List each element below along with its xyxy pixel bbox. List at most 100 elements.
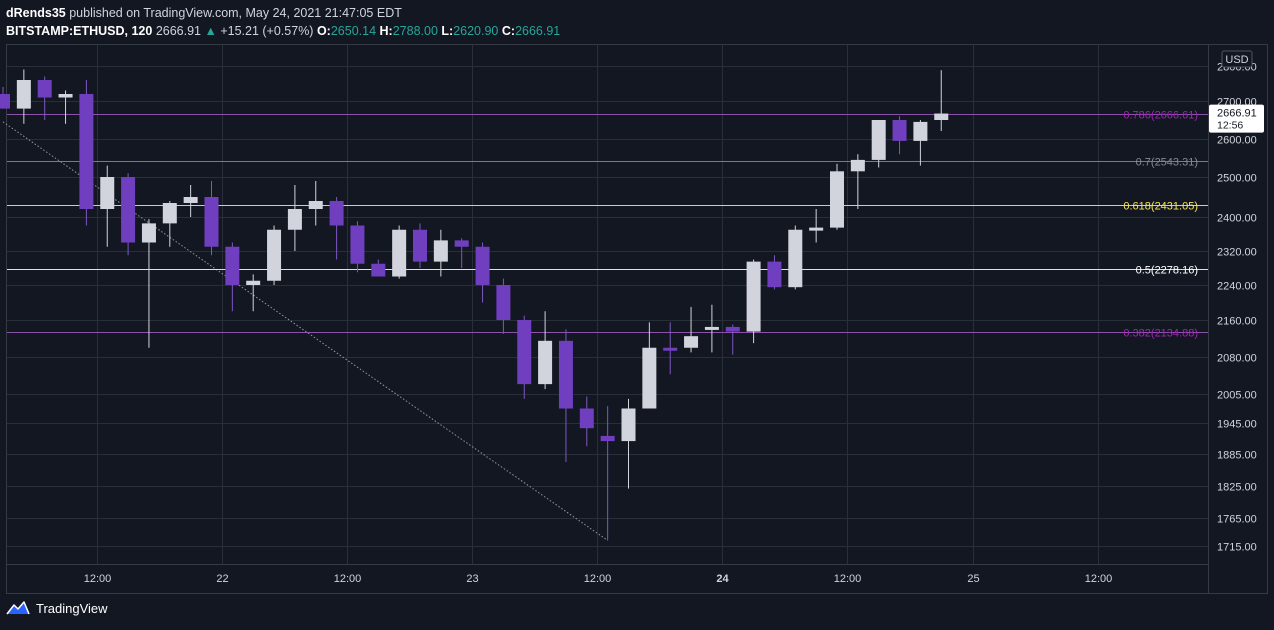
fib-label-0.7: 0.7(2543.31) xyxy=(1136,157,1198,169)
candle xyxy=(621,398,636,489)
low-value: 2620.90 xyxy=(453,24,499,38)
x-tick-label: 23 xyxy=(466,573,478,585)
candle-body xyxy=(621,408,636,442)
candle-body xyxy=(100,177,115,209)
price-axis[interactable]: 2800.002700.002600.002500.002400.002320.… xyxy=(1217,62,1257,554)
candle xyxy=(308,181,323,226)
candle-body xyxy=(350,225,365,264)
author-name[interactable]: dRends35 xyxy=(6,6,66,20)
candle xyxy=(579,396,594,447)
candle-body xyxy=(58,94,73,98)
candle-body xyxy=(267,229,282,281)
currency-badge[interactable]: USD xyxy=(1221,50,1253,68)
candle-body xyxy=(79,94,94,209)
chart-header: dRends35 published on TradingView.com, M… xyxy=(6,4,560,40)
x-tick-label: 12:00 xyxy=(834,573,862,585)
x-tick-label: 22 xyxy=(216,573,228,585)
fib-label-0.618: 0.618(2431.05) xyxy=(1123,201,1198,213)
fib-label-0.786: 0.786(2666.61) xyxy=(1123,110,1198,122)
trendline-layer xyxy=(2,121,608,541)
tradingview-logo-icon[interactable] xyxy=(6,600,30,616)
candles[interactable] xyxy=(0,69,949,541)
high-value: 2788.00 xyxy=(392,24,438,38)
candle-body xyxy=(183,197,198,203)
candle xyxy=(746,259,761,344)
close-value: 2666.91 xyxy=(515,24,561,38)
x-tick-label: 25 xyxy=(967,573,979,585)
candle xyxy=(162,201,177,247)
candle xyxy=(538,311,553,390)
y-tick-label: 1825.00 xyxy=(1217,482,1257,494)
candle xyxy=(350,221,365,273)
open-value: 2650.14 xyxy=(330,24,377,38)
y-tick-label: 1945.00 xyxy=(1217,419,1257,431)
candle xyxy=(663,322,678,375)
candlestick-chart[interactable]: 2800.002700.002600.002500.002400.002320.… xyxy=(0,0,1274,596)
tradingview-brand[interactable]: TradingView xyxy=(36,600,108,616)
candle-body xyxy=(579,408,594,429)
bar-countdown: 12:56 xyxy=(1217,120,1243,132)
candle xyxy=(871,120,886,168)
y-tick-label: 2400.00 xyxy=(1217,213,1257,225)
candle xyxy=(287,185,302,251)
symbol-label[interactable]: BITSTAMP:ETHUSD, 120 xyxy=(6,24,153,38)
candle-body xyxy=(371,263,386,277)
candle xyxy=(788,225,803,290)
candle xyxy=(433,229,448,277)
candle-body xyxy=(830,171,844,228)
y-tick-label: 2080.00 xyxy=(1217,353,1257,365)
candle xyxy=(204,181,219,256)
change-up-icon: ▲ xyxy=(204,24,217,38)
candle xyxy=(767,255,782,290)
candle xyxy=(100,165,115,247)
candle-body xyxy=(684,336,699,348)
candle xyxy=(225,242,240,312)
time-axis[interactable]: 12:00 22 12:00 23 12:00 24 12:00 25 12:00 xyxy=(84,573,1113,585)
candle-body xyxy=(892,120,907,141)
candle-body xyxy=(16,80,31,109)
candle-body xyxy=(788,229,803,288)
last-price-tag-value: 2666.91 xyxy=(1217,108,1257,120)
candle-body xyxy=(725,326,740,332)
y-tick-label: 2600.00 xyxy=(1217,135,1257,147)
candle xyxy=(79,80,94,226)
candle-body xyxy=(913,121,928,141)
candle-body xyxy=(141,223,156,243)
publish-info: published on TradingView.com, May 24, 20… xyxy=(69,6,402,20)
candle-body xyxy=(558,340,573,409)
candle-body xyxy=(246,280,261,285)
candle-body xyxy=(392,229,407,277)
open-label: O: xyxy=(316,24,331,38)
candle xyxy=(371,259,386,277)
candle xyxy=(517,315,532,399)
candle xyxy=(642,322,657,409)
trendline xyxy=(2,121,608,541)
candle xyxy=(267,225,282,285)
candle xyxy=(809,209,824,243)
candle xyxy=(704,304,719,353)
candle xyxy=(16,69,31,124)
x-tick-label: 12:00 xyxy=(584,573,612,585)
candle-body xyxy=(413,229,427,262)
last-price-tag xyxy=(1209,104,1264,133)
price-change: +15.21 (+0.57%) xyxy=(220,24,314,38)
candle-body xyxy=(204,197,219,247)
fib-levels xyxy=(7,114,1208,333)
candle-body xyxy=(454,240,469,247)
chart-frame xyxy=(6,44,1268,594)
y-tick-label: 1885.00 xyxy=(1217,450,1257,462)
candle xyxy=(558,329,573,462)
candle-body xyxy=(871,120,886,160)
candle-body xyxy=(475,246,490,285)
fib-label-0.382: 0.382(2134.88) xyxy=(1123,328,1198,340)
candle-body xyxy=(600,435,615,442)
y-tick-label: 1765.00 xyxy=(1217,514,1257,526)
candle xyxy=(913,120,928,166)
candle-body xyxy=(767,261,782,288)
candle xyxy=(37,76,52,120)
candle xyxy=(934,70,949,132)
candle xyxy=(0,87,10,109)
candle-body xyxy=(0,94,10,109)
candle-body xyxy=(496,285,511,320)
